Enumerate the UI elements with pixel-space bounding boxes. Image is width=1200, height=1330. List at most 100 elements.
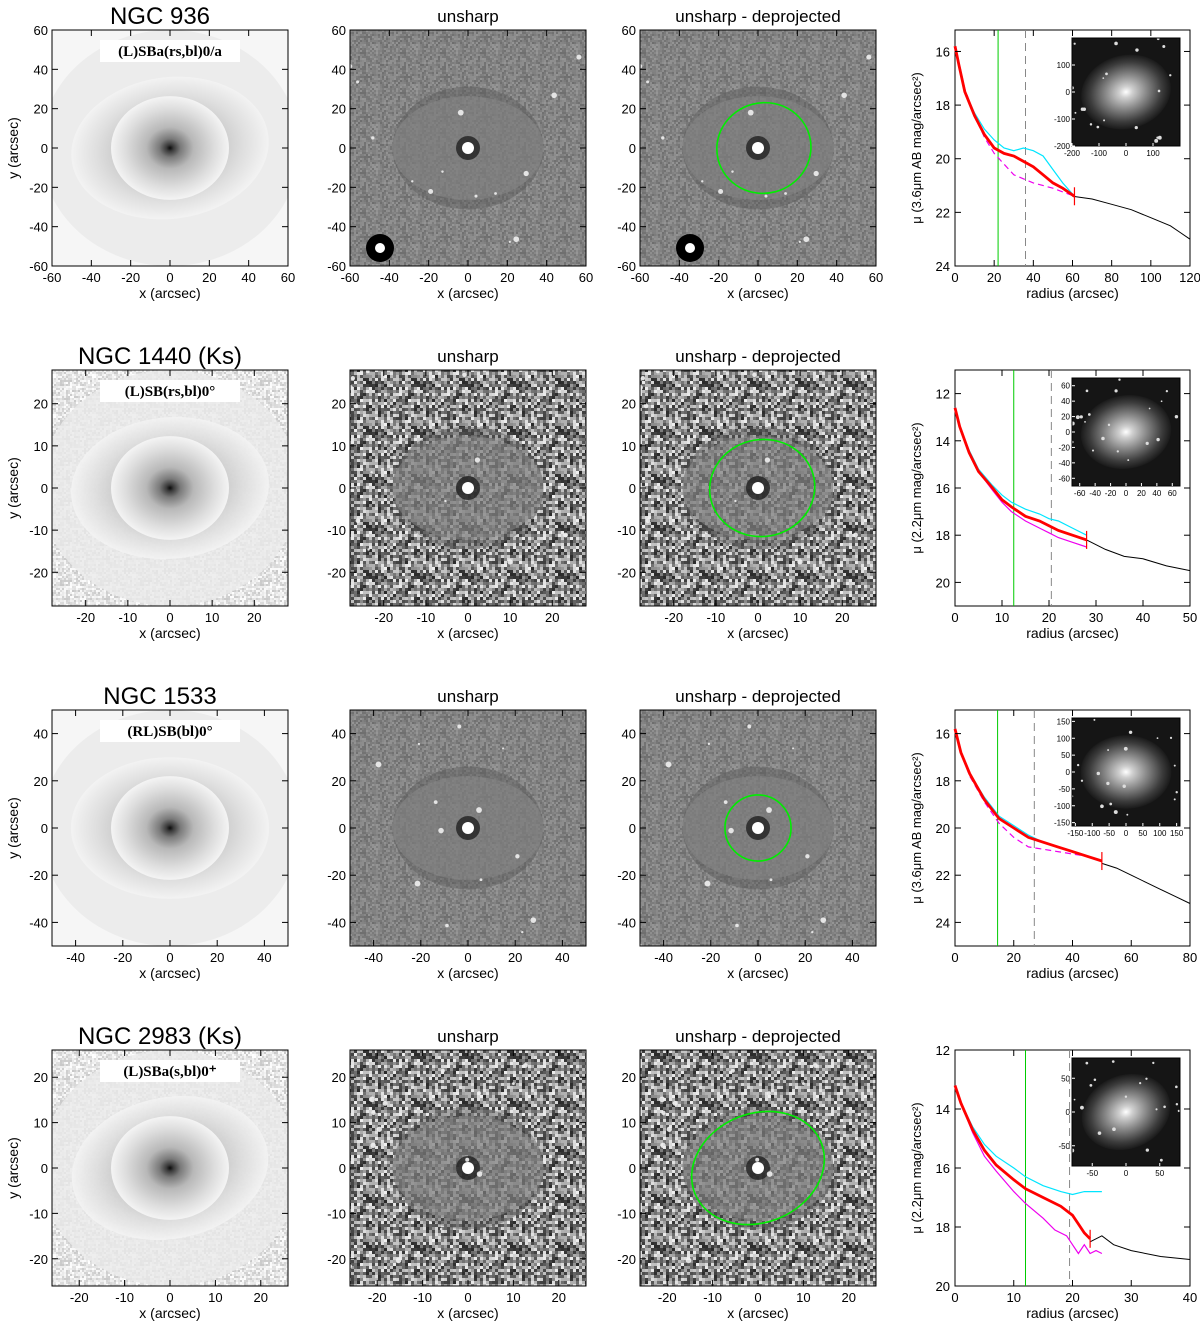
y-tick-label: -20 <box>29 180 48 195</box>
y-tick-label: -20 <box>617 180 636 195</box>
inset-x-tick: -60 <box>1074 489 1086 498</box>
x-tick-label: 0 <box>951 610 958 625</box>
x-tick-label: -40 <box>670 270 689 285</box>
inset-x-tick: 60 <box>1168 489 1177 498</box>
x-tick-label: -10 <box>706 610 725 625</box>
x-tick-label: 40 <box>845 950 859 965</box>
y-tick-label: 20 <box>622 1070 636 1085</box>
inset-y-tick: -50 <box>1058 785 1070 794</box>
y-tick-label: 14 <box>936 434 950 449</box>
x-tick-label: 60 <box>1065 270 1079 285</box>
y-tick-label: 24 <box>936 915 950 930</box>
y-tick-label: -40 <box>617 915 636 930</box>
galaxy-image-panel: -60-60 -40 -40 -20 -20 0 0 20 20 40 40 60 60 x (arcse… <box>5 3 295 301</box>
x-tick-label: -40 <box>364 950 383 965</box>
inset-y-tick: -100 <box>1054 802 1071 811</box>
y-tick-label: -20 <box>327 565 346 580</box>
y-tick-label: -60 <box>29 259 48 274</box>
profile-outer-line <box>1072 195 1191 240</box>
surface-brightness-axis-label: μ (2.2μm mag/arcsec²) <box>909 1102 924 1233</box>
y-tick-label: 0 <box>629 141 636 156</box>
x-tick-label: 0 <box>754 610 761 625</box>
x-tick-label: 10 <box>205 610 219 625</box>
y-tick-label: 16 <box>936 727 950 742</box>
x-tick-label: 40 <box>1026 270 1040 285</box>
x-tick-label: 20 <box>202 270 216 285</box>
y-tick-label: -10 <box>327 1206 346 1221</box>
x-tick-label: 20 <box>500 270 514 285</box>
x-tick-label: 20 <box>1042 610 1056 625</box>
y-tick-label: 0 <box>629 481 636 496</box>
y-axis-label: y (arcsec) <box>5 117 21 178</box>
x-tick-label: 0 <box>754 270 761 285</box>
y-tick-label: 0 <box>41 821 48 836</box>
x-tick-label: 60 <box>281 270 295 285</box>
inset-y-tick: 40 <box>1061 397 1070 406</box>
y-tick-label: 0 <box>339 1161 346 1176</box>
y-tick-label: 20 <box>622 774 636 789</box>
x-tick-label: 20 <box>1065 1290 1079 1305</box>
inset-x-tick: 0 <box>1124 1169 1129 1178</box>
y-tick-label: 18 <box>936 528 950 543</box>
x-tick-label: 0 <box>951 950 958 965</box>
unsharp-panel: -60-60 -40 -40 -20 -20 0 0 20 20 40 40 60 60 x (arcse… <box>327 7 593 301</box>
x-tick-label: -40 <box>654 950 673 965</box>
inset-y-tick: -200 <box>1054 142 1071 151</box>
inset-y-tick: 0 <box>1066 428 1071 437</box>
x-tick-label: 10 <box>503 610 517 625</box>
x-tick-label: -60 <box>43 270 62 285</box>
y-tick-label: 22 <box>936 205 950 220</box>
x-tick-label: 10 <box>995 610 1009 625</box>
y-tick-label: 10 <box>34 1116 48 1131</box>
x-tick-label: 20 <box>552 1290 566 1305</box>
y-tick-label: -10 <box>29 1206 48 1221</box>
bar-ellipse <box>716 101 812 195</box>
y-tick-label: 20 <box>332 102 346 117</box>
y-tick-label: -40 <box>327 915 346 930</box>
y-tick-label: 20 <box>332 1070 346 1085</box>
unsharp-deprojected-title: unsharp - deprojected <box>675 347 840 366</box>
x-tick-label: 60 <box>1124 950 1138 965</box>
x-tick-label: 100 <box>1140 270 1162 285</box>
inset-y-tick: 100 <box>1057 734 1071 743</box>
x-tick-label: 20 <box>254 1290 268 1305</box>
y-tick-label: 20 <box>34 397 48 412</box>
inset-x-tick: -20 <box>1105 489 1117 498</box>
x-tick-label: 30 <box>1124 1290 1138 1305</box>
inset-y-tick: -150 <box>1054 819 1071 828</box>
x-tick-label: -60 <box>341 270 360 285</box>
y-tick-label: 60 <box>34 23 48 38</box>
y-tick-label: -60 <box>327 259 346 274</box>
inset-x-tick: -100 <box>1091 149 1108 158</box>
inset-galaxy-image: -200 -100 0 100 -200 -100 0 100 <box>1054 37 1181 158</box>
y-axis-label: y (arcsec) <box>5 797 21 858</box>
x-tick-label: 80 <box>1104 270 1118 285</box>
x-tick-label: -40 <box>380 270 399 285</box>
x-axis-label: x (arcsec) <box>437 965 498 981</box>
inset-y-tick: 150 <box>1057 717 1071 726</box>
y-tick-label: -20 <box>617 1252 636 1267</box>
unsharp-title: unsharp <box>437 1027 498 1046</box>
x-tick-label: 0 <box>464 270 471 285</box>
x-tick-label: 40 <box>257 950 271 965</box>
y-tick-label: 40 <box>34 727 48 742</box>
unsharp-title: unsharp <box>437 7 498 26</box>
y-tick-label: 20 <box>936 575 950 590</box>
x-tick-label: 0 <box>166 270 173 285</box>
inset-x-tick: 50 <box>1138 829 1147 838</box>
surface-brightness-profile: -150 -100 -50 0 50 100 150-150-100-50050100150… <box>909 709 1197 981</box>
x-tick-label: 20 <box>798 950 812 965</box>
y-tick-label: 40 <box>332 62 346 77</box>
x-tick-label: 0 <box>464 1290 471 1305</box>
x-tick-label: 0 <box>166 1290 173 1305</box>
y-tick-label: 40 <box>332 727 346 742</box>
y-tick-label: 0 <box>629 821 636 836</box>
y-tick-label: -20 <box>327 1252 346 1267</box>
y-tick-label: 16 <box>936 1161 950 1176</box>
y-tick-label: 20 <box>936 1279 950 1294</box>
x-tick-label: -20 <box>368 1290 387 1305</box>
inset-x-tick: 50 <box>1155 1169 1164 1178</box>
x-axis-label: x (arcsec) <box>139 285 200 301</box>
